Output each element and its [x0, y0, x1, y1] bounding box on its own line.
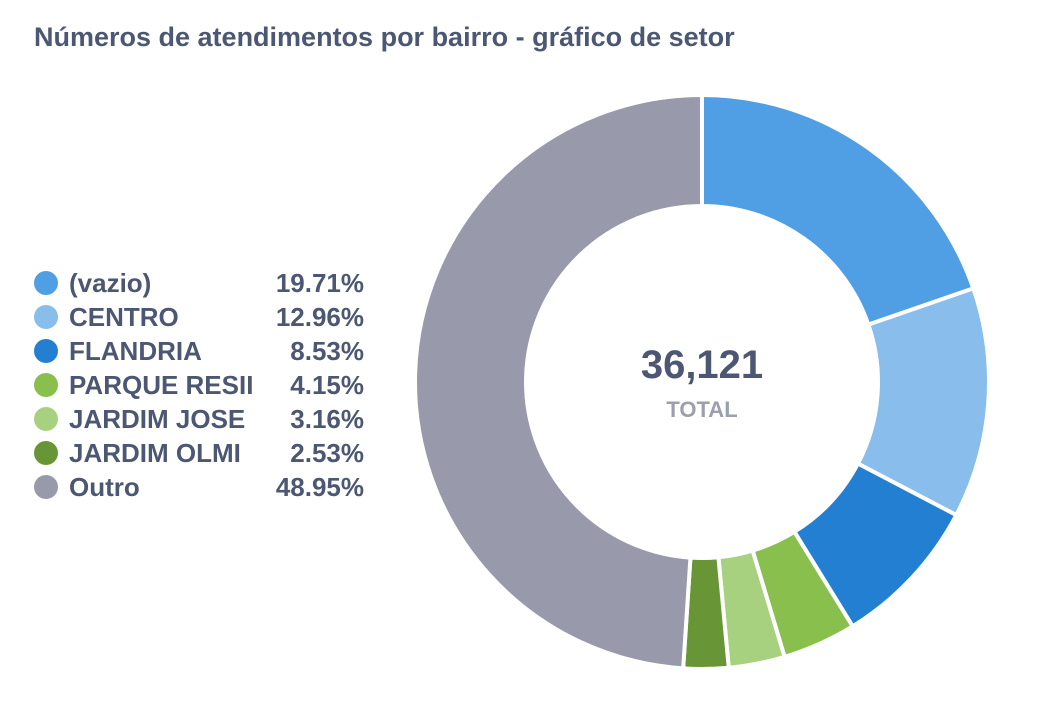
legend-color-dot [34, 271, 58, 295]
legend-color-dot [34, 339, 58, 363]
chart-legend: (vazio) 19.71% CENTRO 12.96% FLANDRIA 8.53% PA… [34, 266, 364, 504]
legend-percentage: 4.15% [290, 369, 364, 400]
legend-percentage: 3.16% [290, 403, 364, 434]
legend-label: FLANDRIA [69, 335, 202, 366]
legend-percentage: 19.71% [275, 267, 364, 298]
center-total-value: 36,121 [641, 343, 763, 387]
legend-item[interactable]: CENTRO 12.96% [34, 300, 364, 334]
donut-slice-7[interactable] [413, 92, 704, 671]
donut-slice-1[interactable] [700, 92, 976, 328]
legend-item[interactable]: FLANDRIA 8.53% [34, 334, 364, 368]
legend-color-dot [34, 475, 58, 499]
legend-percentage: 8.53% [290, 335, 364, 366]
legend-label: PARQUE RESII [69, 369, 254, 400]
legend-item[interactable]: (vazio) 19.71% [34, 266, 364, 300]
legend-item[interactable]: PARQUE RESII 4.15% [34, 368, 364, 402]
legend-label: (vazio) [69, 267, 152, 298]
legend-item[interactable]: Outro 48.95% [34, 470, 364, 504]
center-total-label: TOTAL [666, 397, 737, 422]
legend-label: CENTRO [69, 301, 179, 332]
legend-percentage: 2.53% [290, 437, 364, 468]
chart-title: Números de atendimentos por bairro - grá… [34, 22, 735, 52]
legend-color-dot [34, 305, 58, 329]
legend-label: JARDIM OLMI [69, 437, 241, 468]
legend-color-dot [34, 373, 58, 397]
donut-chart: 36,121 TOTAL [413, 92, 991, 671]
legend-item[interactable]: JARDIM OLMI 2.53% [34, 436, 364, 470]
legend-percentage: 48.95% [275, 471, 364, 502]
legend-percentage: 12.96% [275, 301, 364, 332]
legend-item[interactable]: JARDIM JOSE 3.16% [34, 402, 364, 436]
legend-label: Outro [69, 471, 140, 502]
legend-color-dot [34, 407, 58, 431]
legend-label: JARDIM JOSE [69, 403, 246, 434]
legend-color-dot [34, 441, 58, 465]
